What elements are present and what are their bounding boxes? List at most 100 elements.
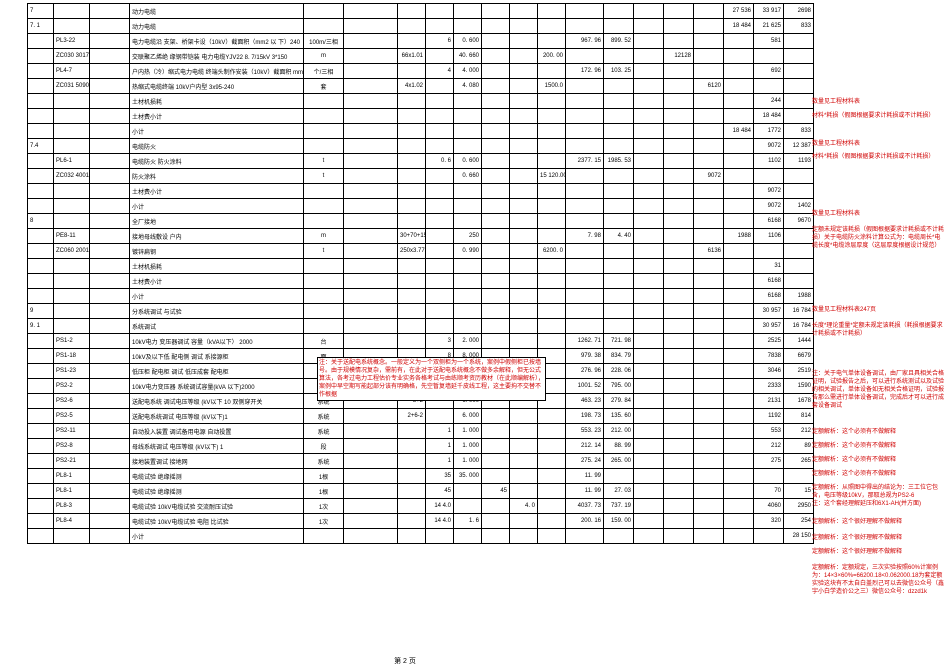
cell (510, 49, 538, 64)
cell (454, 184, 482, 199)
cell (28, 394, 54, 409)
cell (724, 334, 754, 349)
cell (90, 199, 130, 214)
cell: 1次 (304, 499, 344, 514)
cell (28, 379, 54, 394)
cell (344, 409, 398, 424)
cell (664, 199, 694, 214)
cell (724, 349, 754, 364)
cell (90, 214, 130, 229)
cell (54, 319, 90, 334)
cell (454, 214, 482, 229)
cell (634, 259, 664, 274)
cell: 动力电缆 (130, 4, 304, 19)
cell: 14 4.0 (426, 514, 454, 529)
cell (482, 169, 510, 184)
cell: 2333 (754, 379, 784, 394)
cell (694, 64, 724, 79)
cell (694, 19, 724, 34)
cell (510, 19, 538, 34)
cell: 7. 98 (566, 229, 604, 244)
cell: 11. 99 (566, 484, 604, 499)
cell (538, 289, 566, 304)
cell (426, 304, 454, 319)
cell (538, 424, 566, 439)
cell (784, 274, 814, 289)
cell (510, 199, 538, 214)
cell: 1001. 52 (566, 379, 604, 394)
cell (54, 289, 90, 304)
cell (426, 229, 454, 244)
cell (634, 139, 664, 154)
cell (634, 274, 664, 289)
cell (664, 64, 694, 79)
cell: 228. 06 (604, 364, 634, 379)
cell: 系统调试 (130, 319, 304, 334)
cell (538, 319, 566, 334)
cell (510, 334, 538, 349)
cell (426, 19, 454, 34)
cell (634, 49, 664, 64)
cell (724, 529, 754, 544)
cell (664, 109, 694, 124)
cell (538, 34, 566, 49)
cell (664, 169, 694, 184)
cell (664, 229, 694, 244)
cell: 10kV及以下低 配电侧 调试 系接源柜 (130, 349, 304, 364)
cell (634, 4, 664, 19)
cell: 送配电系统调试 电压等级 (kV以下)1 (130, 409, 304, 424)
side-note: 材料*耗损（假图根据要求计耗损或不计耗损） (812, 153, 944, 161)
cell: 1根 (304, 484, 344, 499)
cell (304, 139, 344, 154)
cell (90, 424, 130, 439)
cell (664, 514, 694, 529)
cell: 1678 (784, 394, 814, 409)
cell (694, 229, 724, 244)
cell: 10kV电力 变压器调试 容量（kVA以下） 2000 (130, 334, 304, 349)
cell: 1590 (784, 379, 814, 394)
cell (54, 94, 90, 109)
cell (510, 424, 538, 439)
cell: 553. 23 (566, 424, 604, 439)
cell (566, 184, 604, 199)
cell (604, 214, 634, 229)
cell (454, 199, 482, 214)
table-row: 7.4电缆防火907212 3871103 (28, 139, 814, 154)
cell: 834. 79 (604, 349, 634, 364)
cell: 6168 (754, 289, 784, 304)
cell: PS2-11 (54, 424, 90, 439)
cell (28, 424, 54, 439)
cell (510, 289, 538, 304)
cell (754, 529, 784, 544)
cell: 14 4.0 (426, 499, 454, 514)
cell: 265. 00 (604, 454, 634, 469)
cell: 244 (754, 94, 784, 109)
cell (604, 79, 634, 94)
cell (482, 64, 510, 79)
cell: 1. 000 (454, 424, 482, 439)
cell (694, 49, 724, 64)
cell: 45 (482, 484, 510, 499)
side-note: 定额解析：定额规定，三次实验按照60%计案例为：14×3×60%=66200.1… (812, 564, 944, 596)
cell: ZC030 3017 (54, 49, 90, 64)
cell (398, 469, 426, 484)
cell (482, 259, 510, 274)
side-note: 数量见工程材料表 (812, 140, 944, 148)
cell (694, 514, 724, 529)
cell (482, 454, 510, 469)
cell: 6168 (754, 274, 784, 289)
cell (634, 409, 664, 424)
cell (54, 274, 90, 289)
cell: 12 387 (784, 139, 814, 154)
cell: m (304, 49, 344, 64)
cell (664, 259, 694, 274)
side-note: 材料*耗损（假图根据要求计耗损或不计耗损） (812, 112, 944, 120)
cell: 66x1.01 (398, 49, 426, 64)
cell (634, 154, 664, 169)
cell (724, 64, 754, 79)
cell (28, 409, 54, 424)
cell (90, 244, 130, 259)
cell (28, 109, 54, 124)
cell (344, 454, 398, 469)
cell (724, 244, 754, 259)
